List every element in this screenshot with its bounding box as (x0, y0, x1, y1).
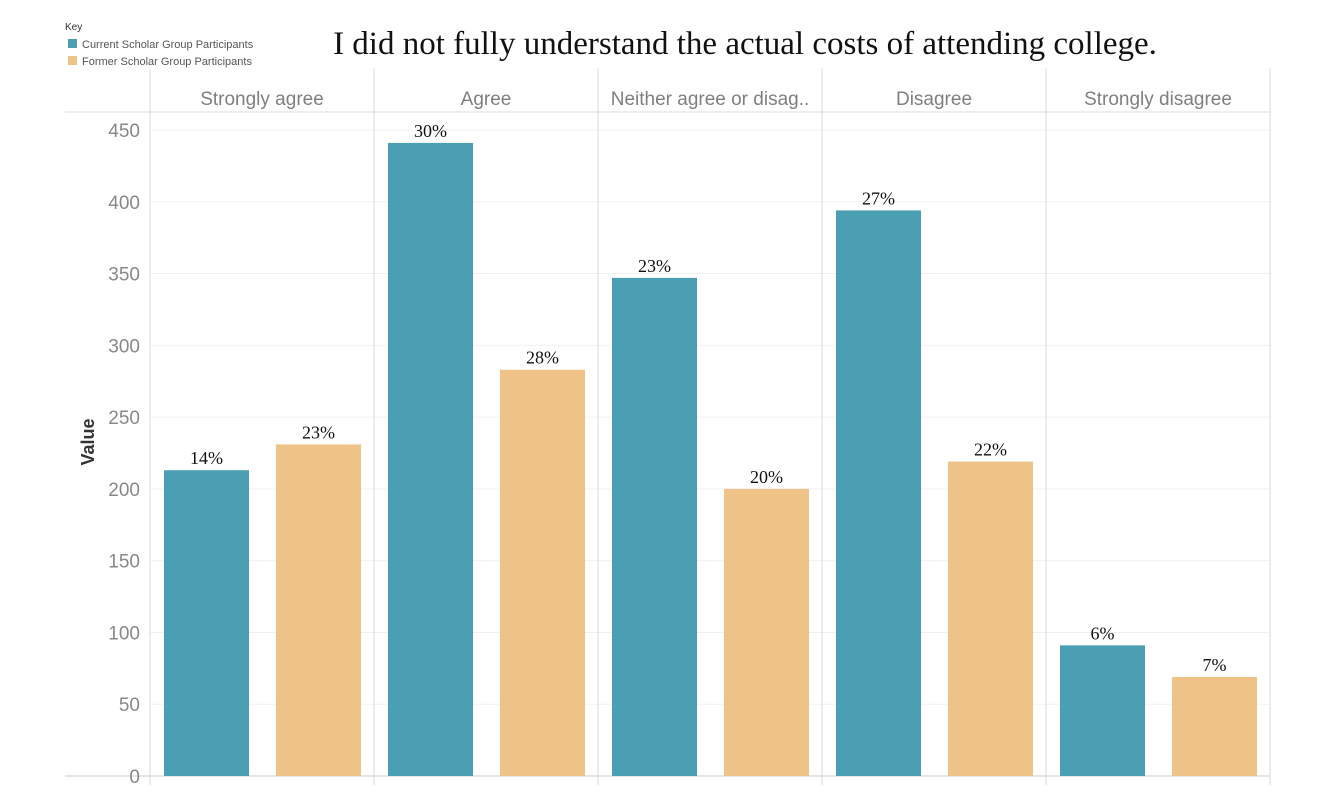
gridlines (65, 68, 1271, 785)
bar-value-label: 28% (526, 348, 559, 368)
bar (948, 461, 1033, 776)
legend-swatch-current (68, 39, 77, 48)
bar (836, 210, 921, 776)
data-labels: 14% 30% 23% 27% 6% 23% 28% 20% 22% 7% (190, 121, 1227, 675)
y-tick-label: 150 (108, 552, 140, 573)
y-axis: 0 50 100 150 200 250 300 350 400 450 (108, 121, 140, 788)
y-tick-label: 300 (108, 336, 140, 357)
y-tick-label: 100 (108, 623, 140, 644)
bar-value-label: 7% (1203, 655, 1227, 675)
category-header: Strongly agree (200, 89, 324, 110)
bar (164, 470, 249, 776)
bar (724, 488, 809, 776)
legend-title: Key (65, 22, 82, 33)
bar (1060, 645, 1145, 776)
category-header: Strongly disagree (1084, 89, 1232, 110)
y-tick-label: 400 (108, 193, 140, 214)
bar-value-label: 23% (638, 256, 671, 276)
bar (276, 444, 361, 776)
legend-swatch-former (68, 56, 77, 65)
bar (1172, 676, 1257, 776)
y-tick-label: 0 (129, 767, 140, 788)
bar (612, 277, 697, 776)
legend-entry-current: Current Scholar Group Participants (82, 39, 254, 51)
bar-value-label: 14% (190, 448, 223, 468)
y-tick-label: 50 (119, 695, 140, 716)
bar-value-label: 22% (974, 440, 1007, 460)
y-tick-label: 450 (108, 121, 140, 142)
bars (164, 142, 1257, 777)
bar-value-label: 6% (1091, 623, 1115, 643)
bar (388, 142, 473, 777)
y-tick-label: 200 (108, 480, 140, 501)
legend-entry-former: Former Scholar Group Participants (82, 56, 252, 68)
bar-value-label: 23% (302, 422, 335, 442)
bar-value-label: 20% (750, 467, 783, 487)
bar-value-label: 27% (862, 188, 895, 208)
category-header: Disagree (896, 89, 972, 110)
category-header: Neither agree or disag.. (611, 89, 810, 110)
category-header: Agree (461, 89, 512, 110)
chart-title: I did not fully understand the actual co… (333, 26, 1157, 62)
y-tick-label: 350 (108, 265, 140, 286)
legend: Key Current Scholar Group Participants F… (65, 22, 254, 68)
bar (500, 369, 585, 776)
bar-value-label: 30% (414, 121, 447, 141)
y-tick-label: 250 (108, 408, 140, 429)
y-axis-label: Value (78, 418, 98, 465)
category-headers: Strongly agree Agree Neither agree or disa… (200, 89, 1232, 110)
